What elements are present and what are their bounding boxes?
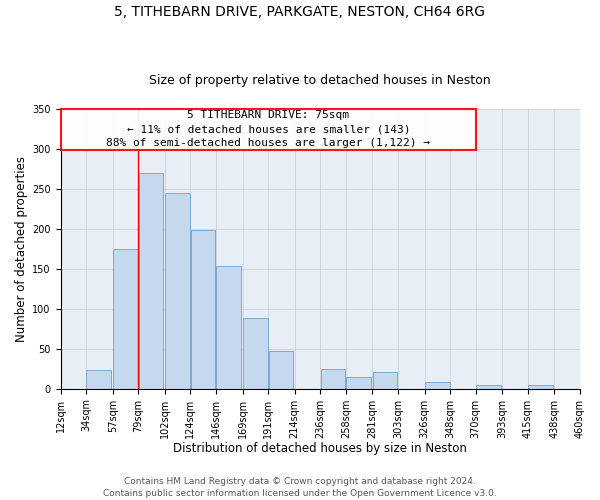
- Bar: [346, 376, 371, 388]
- Bar: [373, 372, 397, 388]
- Bar: [191, 230, 215, 388]
- Bar: [139, 173, 163, 388]
- Bar: [476, 384, 500, 388]
- Text: Contains HM Land Registry data © Crown copyright and database right 2024.
Contai: Contains HM Land Registry data © Crown c…: [103, 476, 497, 498]
- Bar: [113, 249, 138, 388]
- Bar: [217, 266, 241, 388]
- Bar: [321, 369, 346, 388]
- X-axis label: Distribution of detached houses by size in Neston: Distribution of detached houses by size …: [173, 442, 467, 455]
- Bar: [269, 351, 293, 389]
- Y-axis label: Number of detached properties: Number of detached properties: [15, 156, 28, 342]
- Bar: [528, 384, 553, 388]
- Bar: [86, 370, 111, 388]
- Bar: [166, 193, 190, 388]
- Text: 5 TITHEBARN DRIVE: 75sqm
← 11% of detached houses are smaller (143)
88% of semi-: 5 TITHEBARN DRIVE: 75sqm ← 11% of detach…: [106, 110, 430, 148]
- Bar: [243, 318, 268, 388]
- FancyBboxPatch shape: [61, 109, 476, 150]
- Bar: [425, 382, 449, 388]
- Text: 5, TITHEBARN DRIVE, PARKGATE, NESTON, CH64 6RG: 5, TITHEBARN DRIVE, PARKGATE, NESTON, CH…: [115, 5, 485, 19]
- Title: Size of property relative to detached houses in Neston: Size of property relative to detached ho…: [149, 74, 491, 87]
